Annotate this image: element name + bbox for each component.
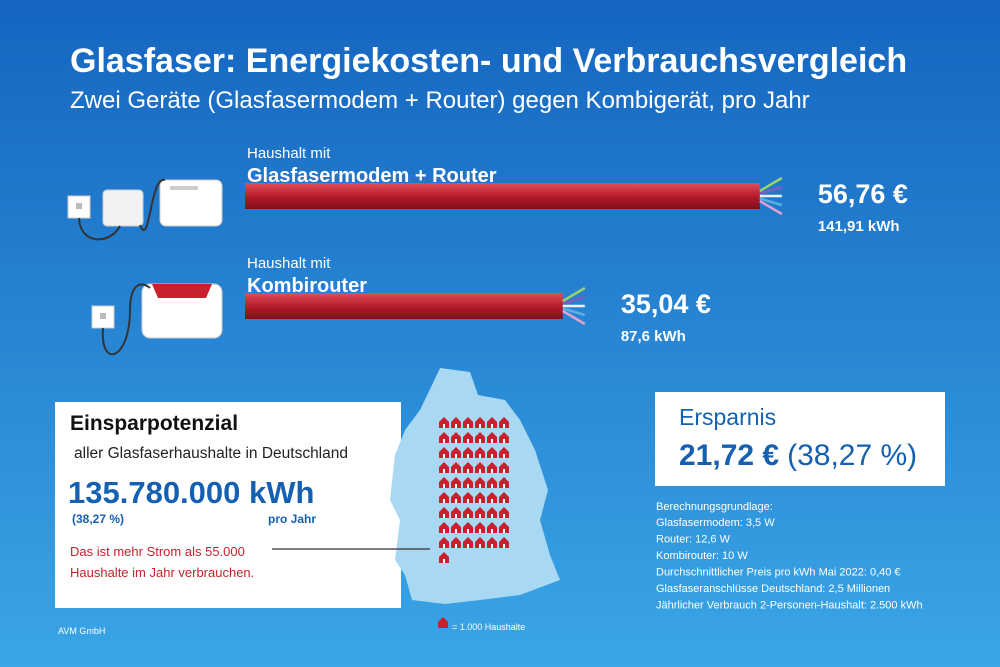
house-icons [438, 416, 510, 551]
panel-percent: (38,27 %) [72, 512, 124, 526]
cable [245, 183, 760, 209]
ersparnis-title: Ersparnis [679, 404, 776, 430]
legend-text: = 1.000 Haushalte [452, 622, 525, 632]
title: Glasfaser: Energiekosten- und Verbrauchs… [70, 42, 907, 80]
panel-note: Haushalte im Jahr verbrauchen. [70, 565, 254, 580]
fiber [759, 185, 783, 195]
fiber [759, 199, 783, 216]
fiber [759, 197, 783, 207]
basis-line: Jährlicher Verbrauch 2-Personen-Haushalt… [656, 600, 923, 612]
fiber [562, 286, 586, 303]
row-prefix: Haushalt mit [247, 145, 331, 162]
ersparnis-amount: 21,72 € [679, 439, 779, 472]
ersparnis-value: 21,72 € (38,27 %) [679, 439, 917, 472]
row-kwh: 87,6 kWh [621, 328, 686, 345]
basis-line: Kombirouter: 10 W [656, 550, 748, 562]
house-icons [438, 551, 450, 566]
panel-subtitle: aller Glasfaserhaushalte in Deutschland [74, 445, 348, 462]
row-value: 56,76 € [818, 179, 908, 209]
fiber [759, 176, 783, 193]
basis-line: Glasfasermodem: 3,5 W [656, 517, 775, 529]
fiber [562, 309, 586, 326]
panel-note: Das ist mehr Strom als 55.000 [70, 544, 245, 559]
basis-title: Berechnungsgrundlage: [656, 501, 773, 513]
panel-period: pro Jahr [268, 512, 316, 526]
legend-icon [438, 617, 448, 628]
basis-line: Durchschnittlicher Preis pro kWh Mai 202… [656, 567, 901, 579]
row-prefix: Haushalt mit [247, 255, 331, 272]
basis-line: Glasfaseranschlüsse Deutschland: 2,5 Mil… [656, 583, 890, 595]
cable [245, 293, 563, 319]
row-value: 35,04 € [621, 289, 711, 319]
fiber [562, 307, 586, 317]
devices-two [67, 178, 223, 241]
panel-amount: 135.780.000 kWh [68, 475, 314, 510]
savings-panel [55, 402, 401, 608]
cables: Haushalt mit Glasfasermodem + Router 56,76… [245, 145, 908, 345]
calculation-basis: Berechnungsgrundlage: Glasfasermodem: 3,… [656, 501, 923, 612]
row-label: Kombirouter [247, 275, 367, 297]
row-label: Glasfasermodem + Router [247, 165, 497, 187]
devices-one [91, 283, 223, 356]
row-kwh: 141,91 kWh [818, 218, 900, 235]
basis-line: Router: 12,6 W [656, 534, 731, 546]
credit: AVM GmbH [58, 626, 105, 636]
subtitle: Zwei Geräte (Glasfasermodem + Router) ge… [70, 87, 810, 114]
fiber [562, 295, 586, 305]
ersparnis-box [655, 392, 945, 486]
panel-title: Einsparpotenzial [70, 412, 238, 435]
ersparnis-percent: (38,27 %) [787, 439, 917, 472]
